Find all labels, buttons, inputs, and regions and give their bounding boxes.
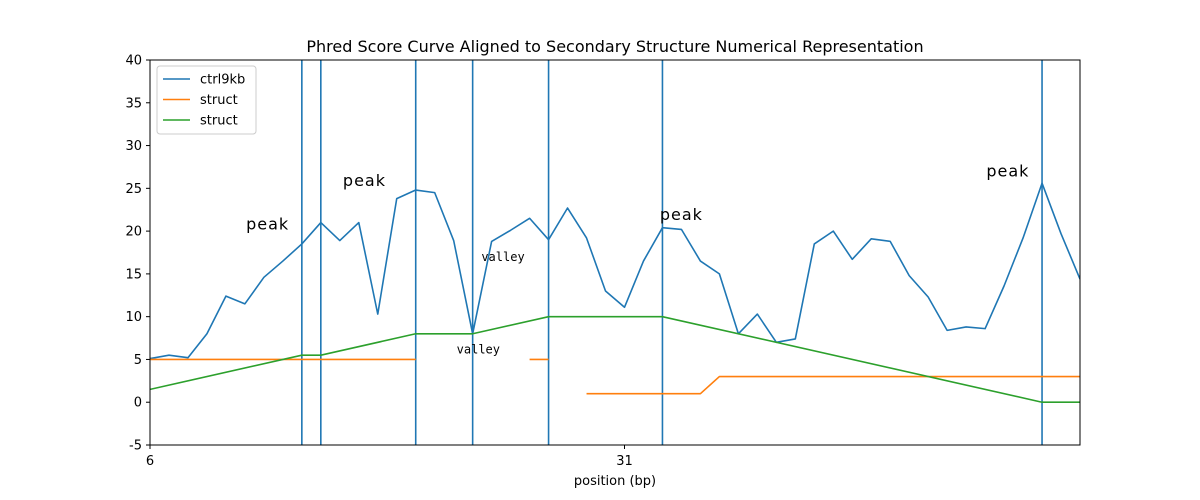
legend-entry-0: ctrl9kb [200, 73, 245, 88]
y-tick-label: 30 [125, 139, 142, 154]
y-tick-label: 0 [134, 396, 142, 411]
annotation-valley-2: valley [481, 250, 524, 264]
legend-entry-2: struct [200, 114, 238, 129]
series-line-2-0 [150, 315, 1080, 404]
y-tick-label: 25 [125, 182, 142, 197]
series-lines [150, 182, 1080, 404]
plot-frame [149, 59, 1081, 446]
annotation-peak-4: peak [660, 205, 703, 224]
vertical-lines [301, 60, 1043, 445]
annotations: peak peak valley valley peak peak [246, 161, 1029, 356]
x-tick-label: 31 [616, 454, 633, 469]
annotation-peak-5: peak [986, 161, 1029, 180]
y-tick-label: 10 [125, 310, 142, 325]
series-line-1-2 [586, 375, 1080, 395]
annotation-peak-0: peak [246, 214, 289, 233]
series-line-0-0 [150, 182, 1080, 360]
x-axis-label: position (bp) [574, 474, 656, 489]
legend-box [156, 65, 257, 135]
y-tick-label: -5 [129, 439, 142, 454]
y-tick-label: 15 [125, 267, 142, 282]
axes: -5 0 5 10 15 20 25 30 35 40 6 31 [125, 54, 1081, 469]
x-tick-label: 6 [146, 454, 154, 469]
y-tick-label: 5 [134, 353, 142, 368]
y-tick-label: 20 [125, 225, 142, 240]
y-tick-label: 35 [125, 96, 142, 111]
legend: ctrl9kb struct struct [156, 65, 257, 135]
legend-entry-1: struct [200, 93, 238, 108]
y-tick-label: 40 [125, 54, 142, 69]
annotation-valley-3: valley [457, 342, 500, 356]
annotation-peak-1: peak [343, 171, 386, 190]
chart-title: Phred Score Curve Aligned to Secondary S… [306, 37, 923, 56]
